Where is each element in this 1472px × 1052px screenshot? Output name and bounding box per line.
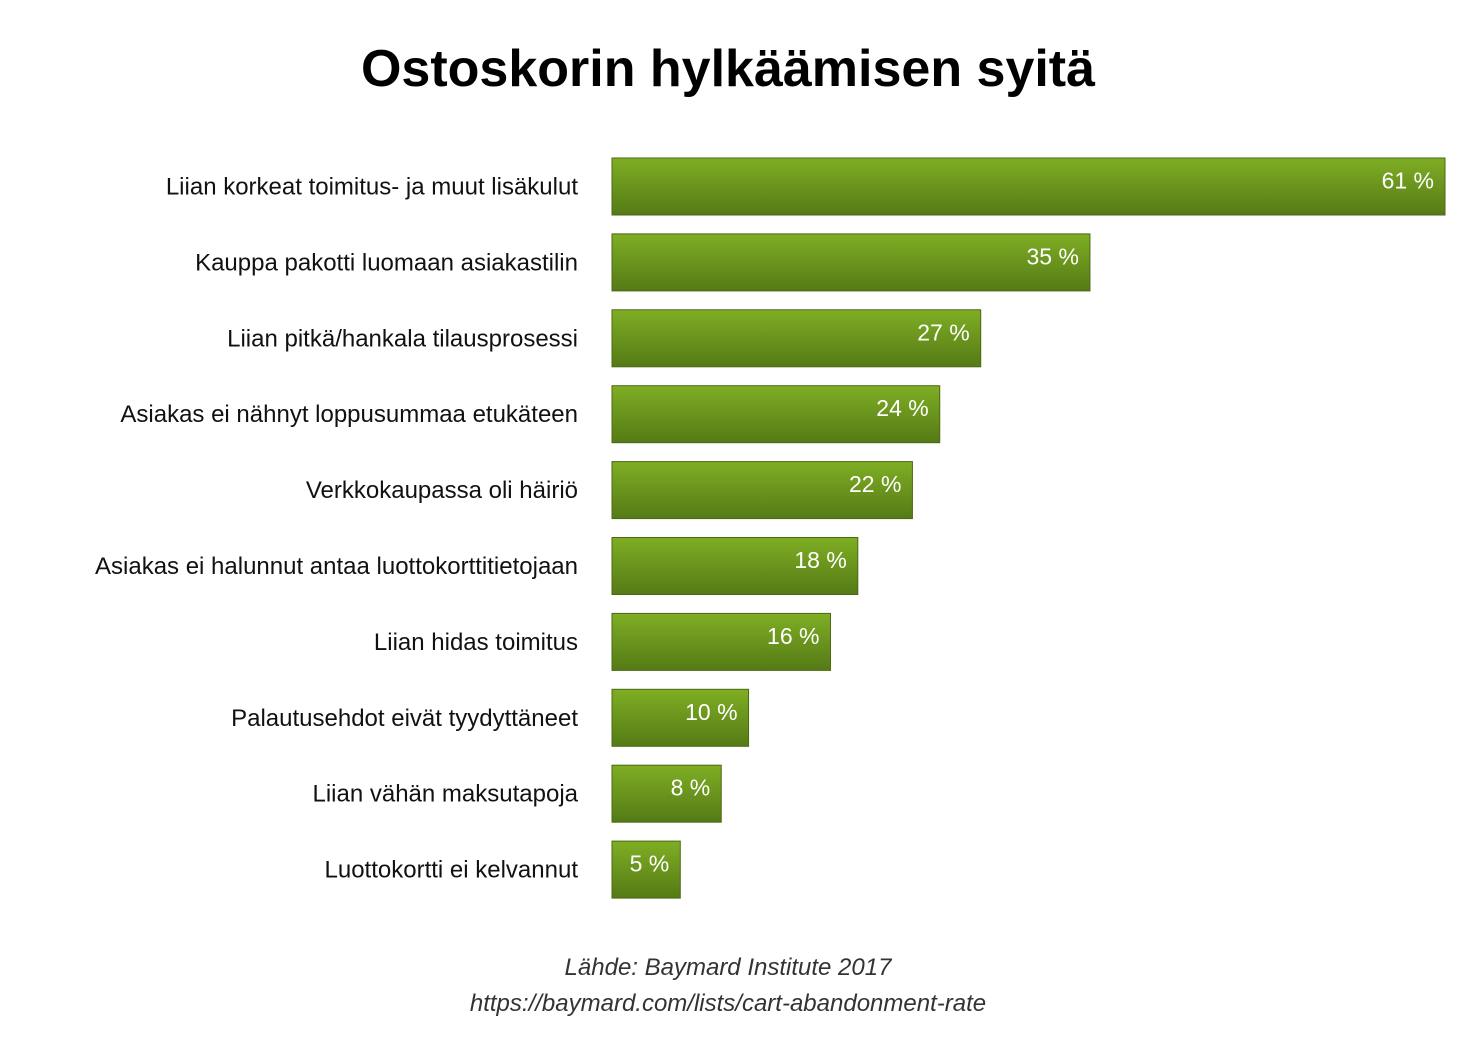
source-note: Lähde: Baymard Institute 2017 https://ba… xyxy=(0,950,1456,1022)
value-label: 22 % xyxy=(849,471,901,497)
category-label: Liian pitkä/hankala tilausprosessi xyxy=(227,325,578,352)
category-label: Liian korkeat toimitus- ja muut lisäkulu… xyxy=(166,174,579,201)
bar xyxy=(611,309,982,368)
bar xyxy=(611,461,913,520)
value-label: 16 % xyxy=(767,623,819,649)
value-label: 8 % xyxy=(671,775,711,801)
bar xyxy=(611,764,722,823)
value-label: 10 % xyxy=(685,699,737,725)
category-label: Liian vähän maksutapoja xyxy=(312,781,578,808)
bar xyxy=(611,233,1091,292)
source-url: https://baymard.com/lists/cart-abandonme… xyxy=(469,990,987,1017)
bar xyxy=(611,537,859,595)
bar xyxy=(611,688,750,747)
bar xyxy=(611,840,681,899)
category-label: Asiakas ei halunnut antaa luottokorttiti… xyxy=(95,553,578,580)
chart-title: Ostoskorin hylkäämisen syitä xyxy=(360,40,1096,98)
category-label: Kauppa pakotti luomaan asiakastilin xyxy=(195,249,578,276)
value-label: 5 % xyxy=(630,851,670,877)
bar xyxy=(611,157,1446,216)
bar xyxy=(611,385,941,444)
category-label: Luottokortti ei kelvannut xyxy=(325,857,579,884)
value-label: 18 % xyxy=(794,547,846,573)
value-label: 35 % xyxy=(1027,243,1079,269)
bar xyxy=(611,612,831,671)
category-label: Liian hidas toimitus xyxy=(374,629,578,656)
category-label: Asiakas ei nähnyt loppusummaa etukäteen xyxy=(120,401,578,428)
value-label: 27 % xyxy=(917,319,969,345)
value-label: 24 % xyxy=(876,395,928,421)
category-label: Palautusehdot eivät tyydyttäneet xyxy=(231,705,578,732)
value-label: 61 % xyxy=(1382,168,1434,194)
bars-group: Liian korkeat toimitus- ja muut lisäkulu… xyxy=(95,157,1446,899)
category-label: Verkkokaupassa oli häiriö xyxy=(306,477,578,504)
source-line: Lähde: Baymard Institute 2017 xyxy=(564,954,892,981)
